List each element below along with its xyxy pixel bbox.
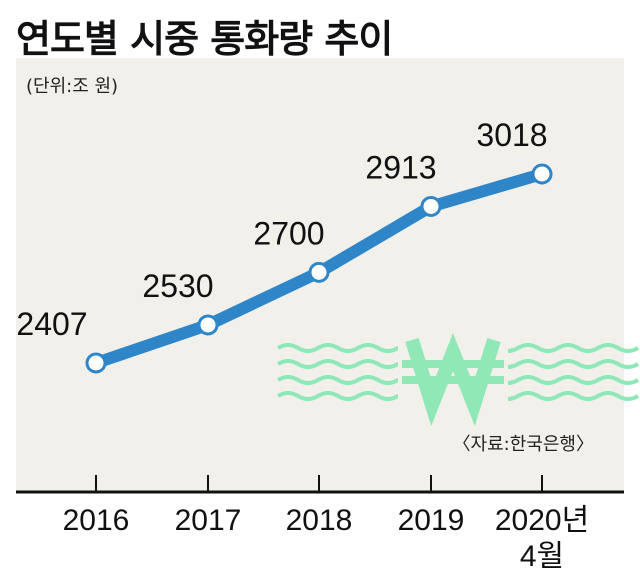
won-sign-waves-icon bbox=[276, 332, 640, 427]
x-tick-label: 2017 bbox=[175, 504, 242, 537]
data-point bbox=[85, 352, 107, 374]
data-labels: 2407 2530 2700 2913 3018 bbox=[16, 117, 547, 342]
chart-title: 연도별 시중 통화량 추이 bbox=[16, 17, 393, 61]
source-label: 〈자료:한국은행〉 bbox=[452, 434, 594, 455]
data-label: 2700 bbox=[253, 215, 324, 251]
data-point bbox=[420, 195, 442, 217]
series-line-group bbox=[85, 163, 553, 374]
data-label: 3018 bbox=[476, 117, 547, 153]
data-label: 2530 bbox=[142, 268, 213, 304]
x-tick-label: 4월 bbox=[520, 540, 564, 573]
data-point bbox=[308, 261, 330, 283]
data-point bbox=[531, 163, 553, 185]
x-tick-label: 2020년 bbox=[495, 504, 589, 537]
x-axis bbox=[16, 475, 624, 494]
unit-label: (단위:조 원) bbox=[26, 76, 119, 97]
data-label: 2407 bbox=[16, 306, 87, 342]
data-point bbox=[197, 314, 219, 336]
x-tick-label: 2018 bbox=[286, 504, 353, 537]
x-tick-label: 2019 bbox=[398, 504, 465, 537]
data-label: 2913 bbox=[365, 149, 436, 185]
x-tick-label: 2016 bbox=[63, 504, 130, 537]
